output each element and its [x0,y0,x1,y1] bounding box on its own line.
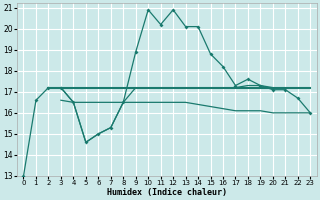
X-axis label: Humidex (Indice chaleur): Humidex (Indice chaleur) [107,188,227,197]
